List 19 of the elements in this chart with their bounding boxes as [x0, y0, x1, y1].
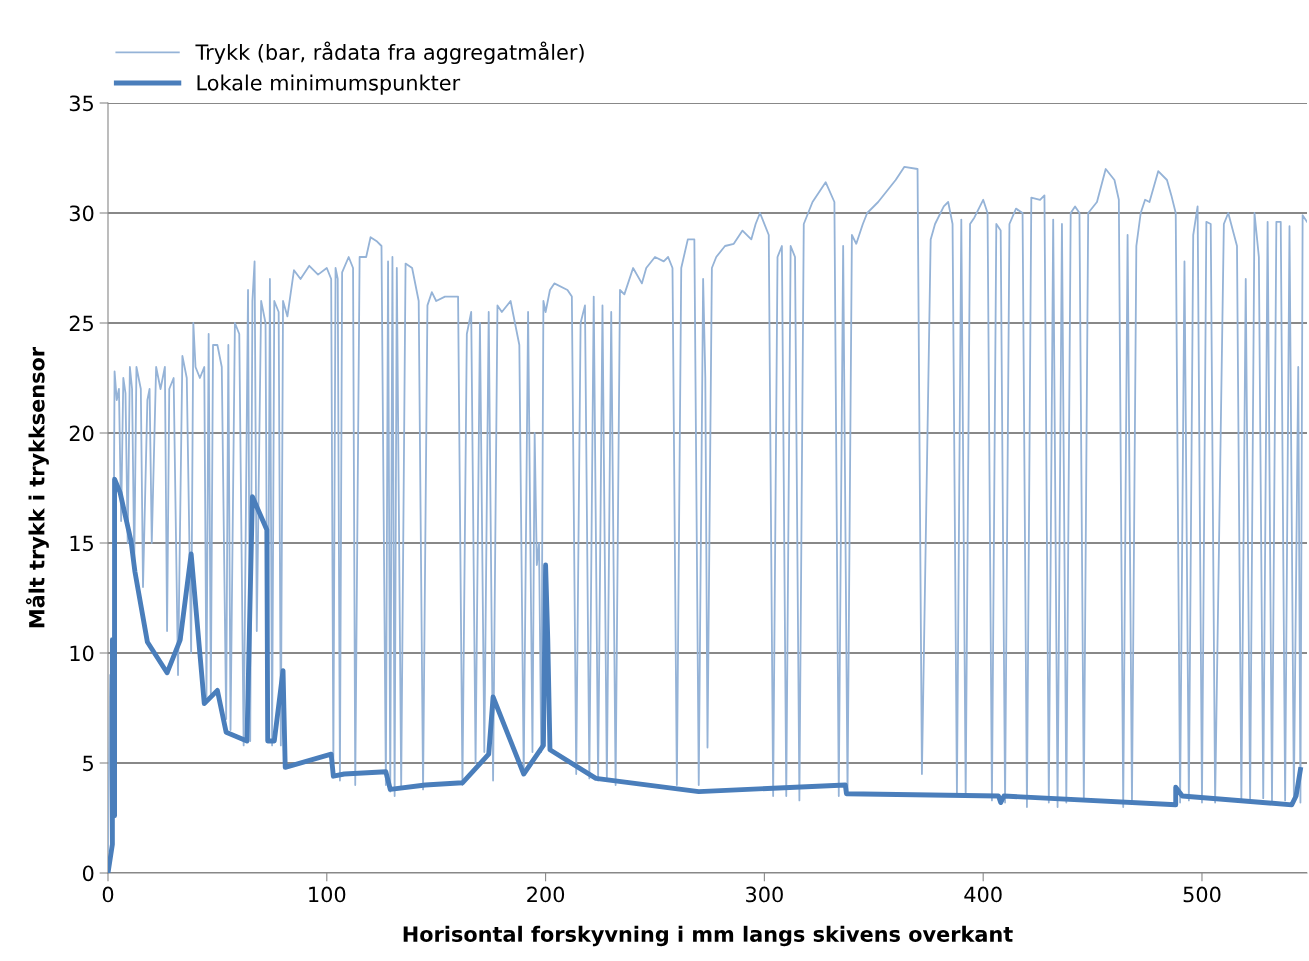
x-tick-label: 400	[964, 886, 1002, 903]
legend-label: Trykk (bar, rådata fra aggregatmåler)	[195, 41, 584, 65]
y-tick-label: 15	[70, 535, 93, 552]
x-tick-label: 100	[309, 886, 346, 903]
y-tick-label: 20	[69, 425, 94, 442]
x-tick-label: 0	[102, 886, 114, 903]
y-tick-label: 5	[83, 755, 93, 772]
y-tick-label: 25	[69, 315, 93, 332]
x-tick-label: 200	[527, 886, 565, 903]
line-series	[108, 476, 1303, 873]
y-tick-label: 30	[69, 205, 94, 222]
x-tick-label: 300	[746, 886, 783, 903]
y-axis-title: Målt trykk i trykksensor	[25, 346, 49, 628]
y-tick-label: 35	[69, 95, 93, 112]
y-tick-label: 10	[70, 645, 94, 662]
x-axis-title: Horisontal forskyvning i mm langs skivens overkant	[403, 925, 1013, 947]
x-tick-label: 500	[1183, 886, 1221, 903]
y-tick-label: 0	[82, 865, 94, 882]
legend-label: Lokale minimumspunkter	[197, 74, 461, 95]
